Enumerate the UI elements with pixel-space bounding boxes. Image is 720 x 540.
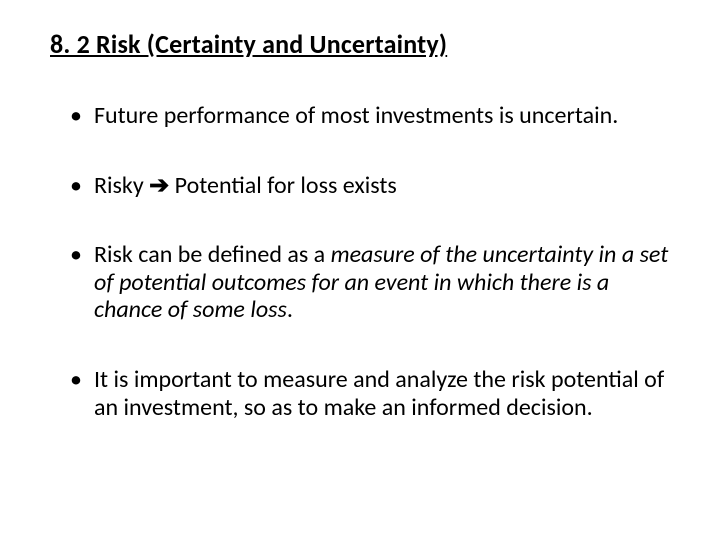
bullet-item-4: It is important to measure and analyze t… (70, 366, 670, 421)
bullet-list: Future performance of most investments i… (50, 102, 670, 421)
bullet-text: Future performance of most investments i… (94, 101, 618, 130)
arrow-icon: ➔ (149, 172, 169, 199)
bullet-item-2: Risky ➔ Potential for loss exists (70, 172, 670, 200)
bullet-text-pre: Risk can be defined as a (94, 240, 331, 269)
bullet-text: It is important to measure and analyze t… (94, 365, 664, 422)
bullet-item-1: Future performance of most investments i… (70, 102, 670, 130)
bullet-text-post: . (287, 295, 293, 324)
bullet-text-post: Potential for loss exists (169, 171, 397, 200)
bullet-item-3: Risk can be defined as a measure of the … (70, 241, 670, 324)
bullet-text-pre: Risky (94, 171, 149, 200)
slide-heading: 8. 2 Risk (Certainty and Uncertainty) (50, 28, 670, 60)
